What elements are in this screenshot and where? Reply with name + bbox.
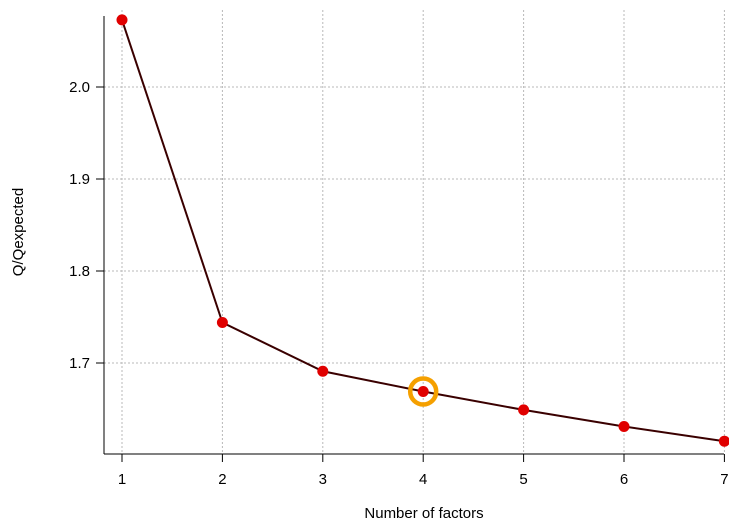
grid-layer xyxy=(104,10,724,454)
x-axis-title: Number of factors xyxy=(364,505,483,522)
data-point xyxy=(317,366,328,377)
data-point xyxy=(518,404,529,415)
data-point xyxy=(418,386,429,397)
y-tick-label: 1.9 xyxy=(69,171,90,188)
data-point xyxy=(719,436,729,447)
x-tick-label: 1 xyxy=(118,471,126,488)
y-tick-label: 2.0 xyxy=(69,79,90,96)
x-tick-label: 2 xyxy=(218,471,226,488)
x-tick-label: 3 xyxy=(319,471,327,488)
data-point xyxy=(619,421,630,432)
axes-layer xyxy=(104,16,724,454)
data-point xyxy=(117,14,128,25)
y-tick-label: 1.8 xyxy=(69,263,90,280)
data-point xyxy=(217,317,228,328)
x-tick-label: 5 xyxy=(519,471,527,488)
x-tick-label: 6 xyxy=(620,471,628,488)
x-tick-label: 7 xyxy=(720,471,728,488)
y-tick-label: 1.7 xyxy=(69,355,90,372)
x-tick-label: 4 xyxy=(419,471,427,488)
y-axis-title: Q/Qexpected xyxy=(10,188,27,276)
